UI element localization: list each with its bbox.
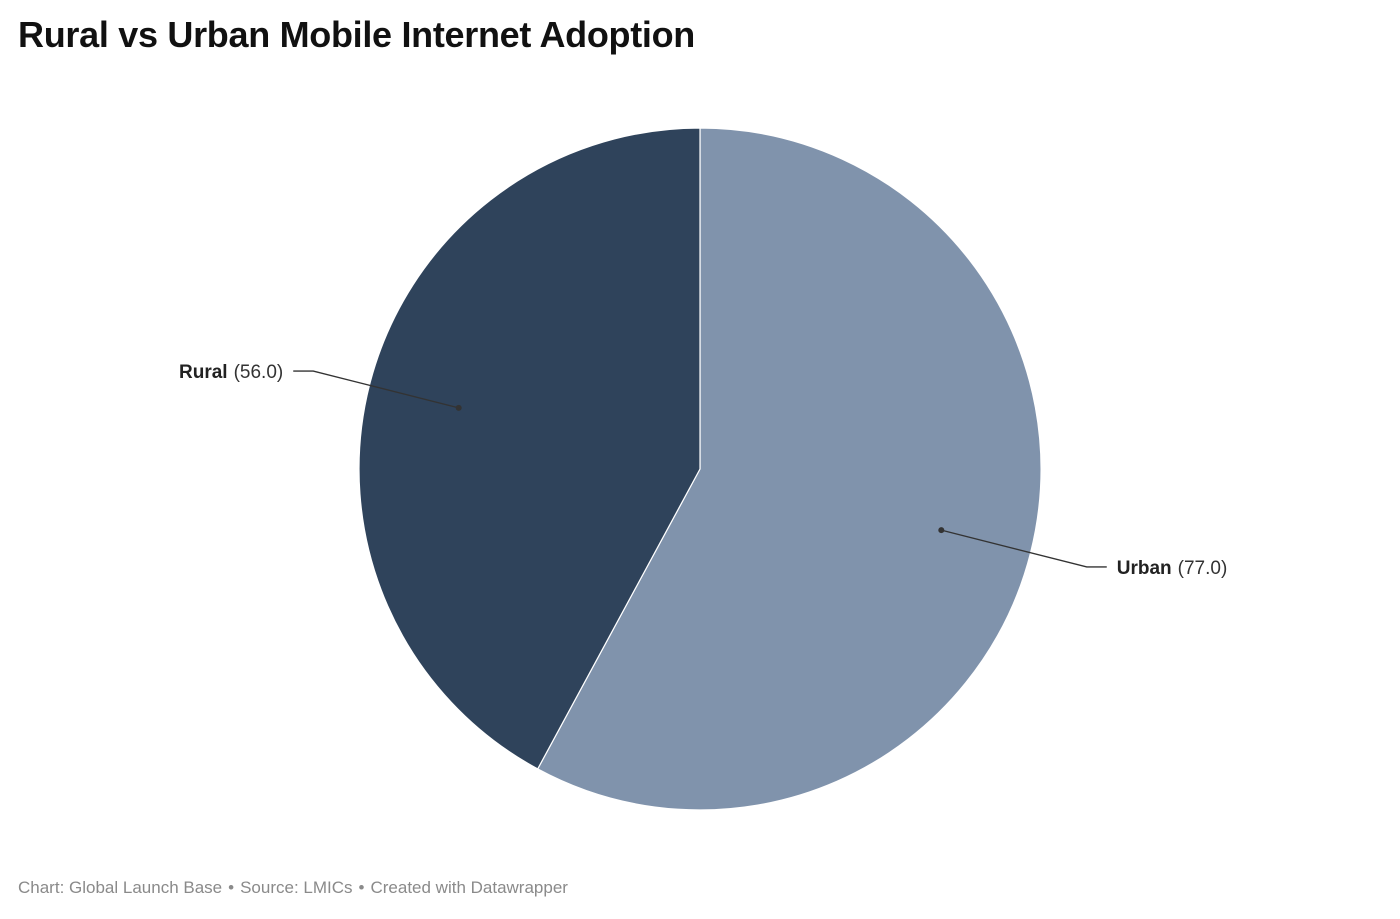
pie-labels: Urban (77.0) Rural (56.0) [179, 362, 1227, 579]
chart-title: Rural vs Urban Mobile Internet Adoption [18, 14, 695, 55]
leader-line-rural [293, 370, 459, 409]
chart-source: Source: LMICs [240, 878, 353, 897]
slice-label-urban: Urban (77.0) [1117, 558, 1228, 579]
pie-slices [358, 127, 1042, 811]
slice-label-rural: Rural (56.0) [179, 362, 283, 383]
slice-label-value: (77.0) [1178, 558, 1228, 579]
chart-credit: Chart: Global Launch Base [18, 878, 223, 897]
slice-label-name: Rural [179, 362, 228, 383]
footer-separator: • [358, 878, 365, 897]
chart-footer: Chart: Global Launch Base • Source: LMICs •… [18, 878, 568, 898]
leader-dot-rural [455, 404, 462, 411]
slice-label-value: (56.0) [234, 362, 284, 383]
footer-separator: • [228, 878, 235, 897]
leader-dot-urban [938, 527, 945, 534]
slice-label-name: Urban [1117, 558, 1172, 579]
leader-line-urban [941, 529, 1107, 568]
created-with-credit: Created with Datawrapper [370, 878, 568, 897]
